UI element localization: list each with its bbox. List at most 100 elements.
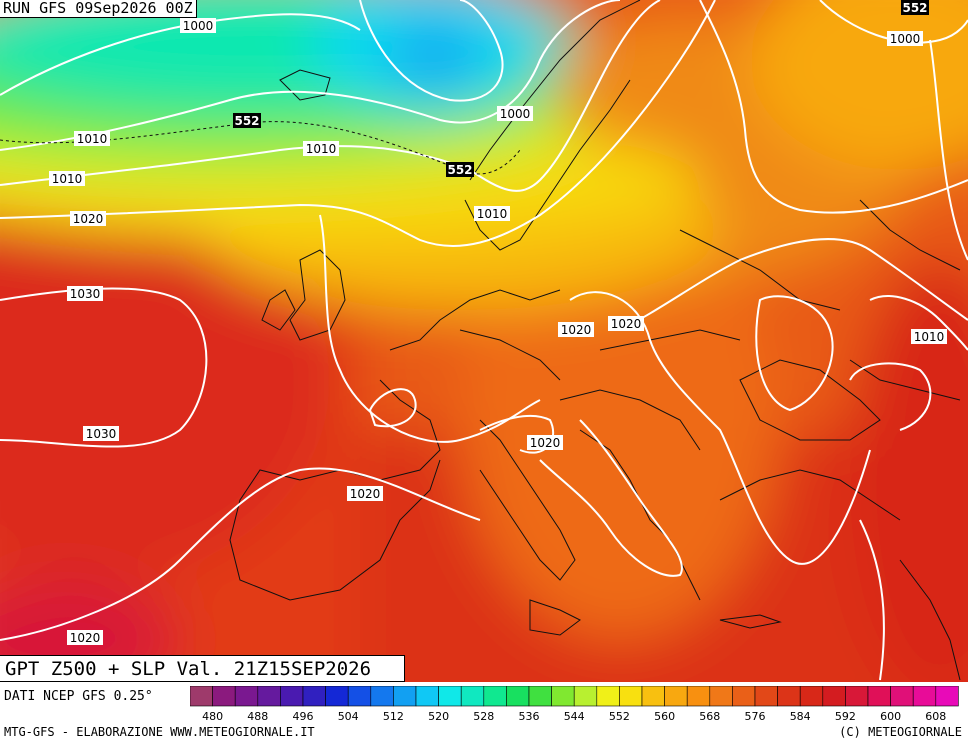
colorbar-tick-label: 520 xyxy=(428,710,449,723)
colorbar-tick-label: 560 xyxy=(654,710,675,723)
isobar-label: 1000 xyxy=(180,18,216,33)
colorbar-tick-label: 528 xyxy=(473,710,494,723)
svg-text:1030: 1030 xyxy=(70,287,101,301)
colorbar-cell xyxy=(822,686,846,707)
colorbar-cell xyxy=(460,686,485,707)
svg-text:1010: 1010 xyxy=(914,330,945,344)
colorbar-cell xyxy=(709,686,733,707)
colorbar-tick-label: 544 xyxy=(564,710,585,723)
colorbar-cells xyxy=(190,686,959,707)
svg-text:1030: 1030 xyxy=(86,427,117,441)
colorbar-cell xyxy=(212,686,236,707)
footer-copyright: (C) METEOGIORNALE xyxy=(839,725,962,739)
colorbar-cell xyxy=(483,686,507,707)
colorbar-cell xyxy=(415,686,439,707)
colorbar-cell xyxy=(799,686,824,707)
gpt-label: 552 xyxy=(446,162,474,177)
colorbar-ticks: 480 488 496 504 512 520 528 536 544 552 560 568 576 5… xyxy=(202,710,946,723)
isobar-label: 1000 xyxy=(497,106,533,121)
colorbar-tick-label: 592 xyxy=(835,710,856,723)
isobar-label: 1020 xyxy=(70,211,106,226)
svg-text:1020: 1020 xyxy=(70,631,101,645)
gpt-label: 552 xyxy=(233,113,261,128)
colorbar-tick-label: 568 xyxy=(699,710,720,723)
isobar-label: 1030 xyxy=(67,286,103,301)
isobar-labels: 1000 1010 1020 1030 1030 1020 1020 1020 … xyxy=(49,18,947,645)
run-label: RUN GFS 09Sep2026 00Z xyxy=(0,0,197,18)
colorbar-cell xyxy=(890,686,914,707)
isobar-label: 1010 xyxy=(911,329,947,344)
colorbar: 480 488 496 504 512 520 528 536 544 552 560 568 576 5… xyxy=(190,686,959,723)
legend-area: DATI NCEP GFS 0.25° 480 488 496 504 512 520 52… xyxy=(0,682,968,745)
svg-text:552: 552 xyxy=(902,1,927,15)
svg-text:1020: 1020 xyxy=(350,487,381,501)
svg-text:1010: 1010 xyxy=(52,172,83,186)
colorbar-cell xyxy=(190,686,213,707)
colorbar-cell xyxy=(664,686,688,707)
chart-title: GPT Z500 + SLP Val. 21Z15SEP2026 xyxy=(0,655,405,682)
isobar-label: 1020 xyxy=(527,435,563,450)
svg-text:1010: 1010 xyxy=(77,132,108,146)
isobar-label: 1020 xyxy=(558,322,594,337)
isobar-label: 1030 xyxy=(83,426,119,441)
map-svg: 1000 1010 1020 1030 1030 1020 1020 1020 … xyxy=(0,0,968,682)
colorbar-cell xyxy=(732,686,756,707)
isobar-label: 1010 xyxy=(49,171,85,186)
isobar-label: 1020 xyxy=(67,630,103,645)
svg-text:552: 552 xyxy=(447,163,472,177)
colorbar-cell xyxy=(641,686,665,707)
coastlines xyxy=(229,0,961,681)
colorbar-cell xyxy=(686,686,711,707)
colorbar-cell xyxy=(573,686,598,707)
footer-credit: MTG-GFS - ELABORAZIONE WWW.METEOGIORNALE… xyxy=(4,725,315,739)
colorbar-cell xyxy=(867,686,891,707)
svg-text:1010: 1010 xyxy=(306,142,337,156)
isobar-label: 1020 xyxy=(347,486,383,501)
svg-text:1000: 1000 xyxy=(500,107,531,121)
colorbar-cell xyxy=(777,686,801,707)
colorbar-tick-label: 504 xyxy=(338,710,359,723)
colorbar-tick-label: 600 xyxy=(880,710,901,723)
data-source-label: DATI NCEP GFS 0.25° xyxy=(4,689,153,704)
isobar-label: 1010 xyxy=(303,141,339,156)
colorbar-tick-label: 488 xyxy=(247,710,268,723)
colorbar-cell xyxy=(325,686,349,707)
colorbar-cell xyxy=(234,686,259,707)
svg-text:552: 552 xyxy=(234,114,259,128)
colorbar-cell xyxy=(912,686,937,707)
colorbar-tick-label: 536 xyxy=(519,710,540,723)
colorbar-cell xyxy=(551,686,575,707)
colorbar-tick-label: 480 xyxy=(202,710,223,723)
colorbar-cell xyxy=(370,686,394,707)
colorbar-tick-label: 584 xyxy=(790,710,811,723)
colorbar-cell xyxy=(438,686,462,707)
colorbar-cell xyxy=(506,686,530,707)
svg-text:1000: 1000 xyxy=(183,19,214,33)
svg-text:1020: 1020 xyxy=(73,212,104,226)
colorbar-tick-label: 576 xyxy=(745,710,766,723)
svg-text:1000: 1000 xyxy=(890,32,921,46)
colorbar-tick-label: 512 xyxy=(383,710,404,723)
colorbar-cell xyxy=(754,686,778,707)
svg-text:1020: 1020 xyxy=(561,323,592,337)
colorbar-cell xyxy=(302,686,326,707)
colorbar-cell xyxy=(935,686,959,707)
svg-text:1020: 1020 xyxy=(611,317,642,331)
colorbar-tick-label: 608 xyxy=(925,710,946,723)
colorbar-tick-label: 496 xyxy=(293,710,314,723)
map-area: 1000 1010 1020 1030 1030 1020 1020 1020 … xyxy=(0,0,968,682)
colorbar-cell xyxy=(619,686,643,707)
colorbar-cell xyxy=(845,686,869,707)
z500-color-field xyxy=(0,0,968,682)
isobar-label: 1000 xyxy=(887,31,923,46)
svg-text:1020: 1020 xyxy=(530,436,561,450)
colorbar-cell xyxy=(528,686,552,707)
colorbar-cell xyxy=(347,686,372,707)
svg-text:1010: 1010 xyxy=(477,207,508,221)
colorbar-cell xyxy=(257,686,281,707)
isobar-label: 1020 xyxy=(608,316,644,331)
isobar-label: 1010 xyxy=(474,206,510,221)
gpt-label: 552 xyxy=(901,0,929,15)
gpt-labels: 552 552 552 xyxy=(233,0,929,177)
isobar-label: 1010 xyxy=(74,131,110,146)
